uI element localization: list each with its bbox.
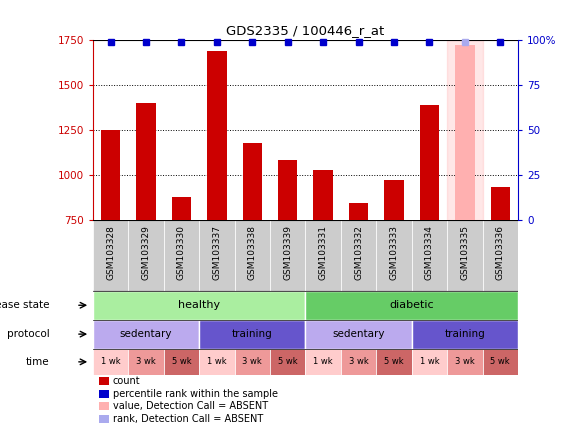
Bar bbox=[412, 349, 447, 375]
Text: GSM103330: GSM103330 bbox=[177, 226, 186, 281]
Bar bbox=[128, 220, 164, 291]
Text: time: time bbox=[26, 357, 50, 367]
Text: 5 wk: 5 wk bbox=[172, 357, 191, 366]
Bar bbox=[278, 160, 297, 220]
Bar bbox=[164, 220, 199, 291]
Text: 5 wk: 5 wk bbox=[278, 357, 297, 366]
Text: GSM103329: GSM103329 bbox=[141, 226, 150, 280]
Bar bbox=[412, 320, 518, 349]
Text: 5 wk: 5 wk bbox=[490, 357, 510, 366]
Text: sedentary: sedentary bbox=[332, 329, 385, 339]
Bar bbox=[207, 51, 227, 220]
Bar bbox=[305, 320, 412, 349]
Bar bbox=[93, 220, 128, 291]
Bar bbox=[482, 220, 518, 291]
Text: training: training bbox=[444, 329, 485, 339]
Bar bbox=[136, 103, 156, 220]
Text: percentile rank within the sample: percentile rank within the sample bbox=[113, 389, 278, 399]
Bar bbox=[235, 220, 270, 291]
Bar bbox=[93, 291, 305, 320]
Bar bbox=[455, 45, 475, 220]
Bar bbox=[305, 220, 341, 291]
Text: healthy: healthy bbox=[178, 300, 220, 310]
Text: diabetic: diabetic bbox=[390, 300, 434, 310]
Text: 1 wk: 1 wk bbox=[101, 357, 120, 366]
Text: 5 wk: 5 wk bbox=[384, 357, 404, 366]
Bar bbox=[93, 349, 128, 375]
Bar bbox=[199, 320, 305, 349]
Text: disease state: disease state bbox=[0, 300, 50, 310]
Bar bbox=[199, 220, 235, 291]
Text: GSM103334: GSM103334 bbox=[425, 226, 434, 280]
Bar bbox=[270, 349, 305, 375]
Bar bbox=[235, 349, 270, 375]
Bar bbox=[447, 349, 482, 375]
Text: GSM103337: GSM103337 bbox=[212, 226, 221, 281]
Bar bbox=[314, 170, 333, 220]
Bar bbox=[270, 220, 305, 291]
Bar bbox=[341, 349, 376, 375]
Text: protocol: protocol bbox=[7, 329, 50, 339]
Bar bbox=[376, 349, 412, 375]
Bar bbox=[482, 349, 518, 375]
Text: 1 wk: 1 wk bbox=[314, 357, 333, 366]
Text: sedentary: sedentary bbox=[120, 329, 172, 339]
Text: count: count bbox=[113, 377, 140, 386]
Bar bbox=[349, 203, 368, 220]
Text: 3 wk: 3 wk bbox=[455, 357, 475, 366]
Text: GSM103338: GSM103338 bbox=[248, 226, 257, 281]
Bar bbox=[490, 186, 510, 220]
Text: training: training bbox=[232, 329, 272, 339]
Bar bbox=[376, 220, 412, 291]
Bar bbox=[419, 105, 439, 220]
Bar bbox=[243, 143, 262, 220]
Title: GDS2335 / 100446_r_at: GDS2335 / 100446_r_at bbox=[226, 24, 385, 37]
Text: 3 wk: 3 wk bbox=[348, 357, 368, 366]
Text: GSM103339: GSM103339 bbox=[283, 226, 292, 281]
Bar bbox=[341, 220, 376, 291]
Text: GSM103331: GSM103331 bbox=[319, 226, 328, 281]
Text: GSM103328: GSM103328 bbox=[106, 226, 115, 280]
Bar bbox=[172, 197, 191, 220]
Text: 3 wk: 3 wk bbox=[243, 357, 262, 366]
Text: 3 wk: 3 wk bbox=[136, 357, 156, 366]
Bar bbox=[128, 349, 164, 375]
Bar bbox=[101, 130, 120, 220]
Text: 1 wk: 1 wk bbox=[207, 357, 227, 366]
Text: GSM103333: GSM103333 bbox=[390, 226, 399, 281]
Bar bbox=[93, 320, 199, 349]
Bar bbox=[384, 180, 404, 220]
Bar bbox=[412, 220, 447, 291]
Text: GSM103336: GSM103336 bbox=[496, 226, 505, 281]
Bar bbox=[164, 349, 199, 375]
Text: value, Detection Call = ABSENT: value, Detection Call = ABSENT bbox=[113, 401, 268, 411]
Bar bbox=[199, 349, 235, 375]
Text: GSM103332: GSM103332 bbox=[354, 226, 363, 280]
Bar bbox=[305, 291, 518, 320]
Bar bbox=[447, 40, 482, 220]
Bar bbox=[447, 220, 482, 291]
Text: 1 wk: 1 wk bbox=[419, 357, 439, 366]
Text: GSM103335: GSM103335 bbox=[461, 226, 470, 281]
Text: rank, Detection Call = ABSENT: rank, Detection Call = ABSENT bbox=[113, 414, 263, 424]
Bar bbox=[305, 349, 341, 375]
